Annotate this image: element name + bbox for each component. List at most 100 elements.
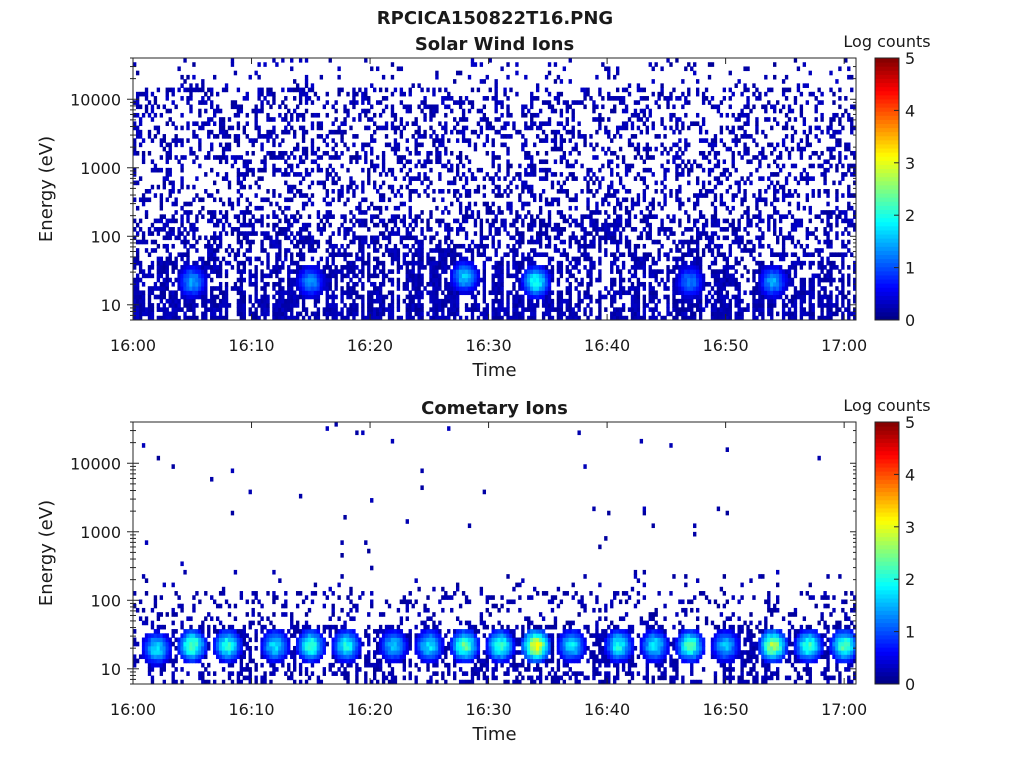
heatmap-cell [307,87,312,93]
heatmap-cell [417,83,421,88]
heatmap-cell [586,205,590,211]
heatmap-cell [358,235,362,241]
heatmap-cell [453,265,457,270]
heatmap-cell [204,277,208,283]
heatmap-cell [272,142,276,148]
heatmap-cell [168,277,172,283]
heatmap-cell [538,239,543,245]
heatmap-cell [479,108,484,114]
heatmap-cell [678,286,682,291]
heatmap-cell [447,210,451,215]
heatmap-cell [722,96,727,101]
heatmap-cell [604,197,608,203]
heatmap-cell [429,315,433,321]
heatmap-cell [562,218,567,224]
heatmap-cell [358,117,362,122]
heatmap-cell [530,159,534,165]
heatmap-cell [473,189,478,194]
heatmap-cell [242,252,246,258]
heatmap-cell [417,239,421,245]
heatmap-cell [752,311,756,317]
heatmap-cell [740,307,744,312]
heatmap-cell [589,167,593,173]
heatmap-cell [135,239,140,245]
heatmap-cell [358,222,362,228]
heatmap-cell [707,235,712,241]
heatmap-cell [447,96,451,101]
heatmap-cell [204,172,208,177]
heatmap-cell [506,298,510,304]
heatmap-cell [450,167,454,173]
heatmap-cell [562,100,567,105]
heatmap-cell [509,134,513,139]
heatmap-cell [301,205,306,211]
heatmap-cell [574,205,578,211]
heatmap-cell [681,298,685,304]
heatmap-cell [153,193,158,198]
heatmap-cell [615,129,620,135]
heatmap-cell [429,269,433,274]
heatmap-cell [198,290,202,296]
heatmap-cell [521,273,525,279]
heatmap-cell [230,286,235,291]
heatmap-cell [639,260,644,266]
heatmap-cell [458,210,463,215]
heatmap-cell [236,231,241,236]
heatmap-cell [198,112,202,118]
heatmap-cell [373,138,377,143]
heatmap-cell [681,243,685,249]
heatmap-cell [334,252,338,258]
heatmap-cell [390,260,395,266]
heatmap-cell [455,286,460,291]
heatmap-cell [287,286,291,291]
heatmap-cell [583,307,587,312]
heatmap-cell [509,205,513,211]
heatmap-cell [666,294,670,300]
heatmap-cell [701,167,706,173]
heatmap-cell [565,193,569,198]
heatmap-cell [290,260,294,266]
heatmap-cell [687,167,691,173]
heatmap-cell [693,248,697,253]
heatmap-cell [135,277,140,283]
heatmap-cell [192,260,196,266]
heatmap-cell [272,117,276,122]
heatmap-cell [408,260,412,266]
heatmap-cell [654,307,658,312]
heatmap-cell [304,129,309,135]
heatmap-cell [574,142,578,148]
heatmap-cell [746,205,750,211]
heatmap-cell [213,286,217,291]
heatmap-cell [399,218,404,224]
heatmap-cell [527,269,531,274]
heatmap-cell [627,252,632,258]
heatmap-cell [215,104,220,110]
heatmap-cell [251,142,255,148]
heatmap-cell [695,281,700,287]
heatmap-cell [390,269,395,274]
heatmap-cell [556,180,561,186]
heatmap-cell [198,210,202,215]
heatmap-cell [535,134,540,139]
heatmap-cell [485,74,489,80]
heatmap-cell [678,155,682,160]
heatmap-cell [690,260,694,266]
heatmap-cell [476,315,481,321]
heatmap-cell [444,96,448,101]
heatmap-cell [595,104,599,110]
heatmap-cell [438,239,442,245]
heatmap-cell [233,104,238,110]
heatmap-cell [535,231,540,236]
heatmap-cell [266,117,270,122]
heatmap-cell [198,108,202,114]
heatmap-cell [678,205,682,211]
heatmap-cell [298,269,303,274]
heatmap-cell [453,269,457,274]
heatmap-cell [207,265,211,270]
heatmap-cell [553,159,558,165]
heatmap-cell [716,298,721,304]
heatmap-cell [553,79,558,84]
heatmap-cell [251,167,255,173]
heatmap-cell [263,303,267,308]
heatmap-cell [159,290,164,296]
